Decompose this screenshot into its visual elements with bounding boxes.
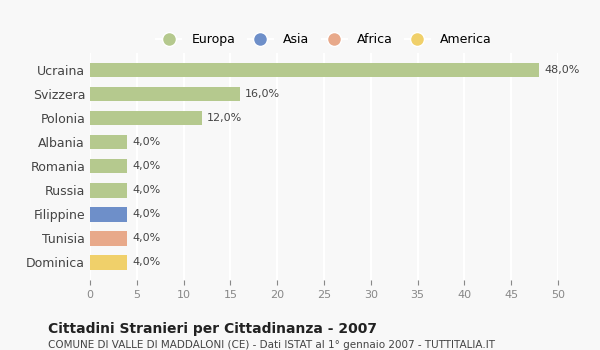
Text: 4,0%: 4,0%	[132, 258, 160, 267]
Text: 4,0%: 4,0%	[132, 161, 160, 171]
Bar	[90, 135, 127, 149]
Bar	[90, 183, 127, 197]
Text: 4,0%: 4,0%	[132, 209, 160, 219]
Bar	[90, 255, 127, 270]
Text: 16,0%: 16,0%	[244, 89, 280, 99]
Text: 48,0%: 48,0%	[544, 65, 580, 75]
Text: 12,0%: 12,0%	[207, 113, 242, 123]
Text: 4,0%: 4,0%	[132, 137, 160, 147]
Text: 4,0%: 4,0%	[132, 233, 160, 243]
Text: 4,0%: 4,0%	[132, 185, 160, 195]
Bar	[90, 87, 240, 101]
Text: COMUNE DI VALLE DI MADDALONI (CE) - Dati ISTAT al 1° gennaio 2007 - TUTTITALIA.I: COMUNE DI VALLE DI MADDALONI (CE) - Dati…	[48, 340, 495, 350]
Bar	[90, 63, 539, 77]
Bar	[90, 231, 127, 246]
Bar	[90, 207, 127, 222]
Legend: Europa, Asia, Africa, America: Europa, Asia, Africa, America	[152, 29, 496, 50]
Text: Cittadini Stranieri per Cittadinanza - 2007: Cittadini Stranieri per Cittadinanza - 2…	[48, 322, 377, 336]
Bar	[90, 111, 202, 125]
Bar	[90, 159, 127, 174]
